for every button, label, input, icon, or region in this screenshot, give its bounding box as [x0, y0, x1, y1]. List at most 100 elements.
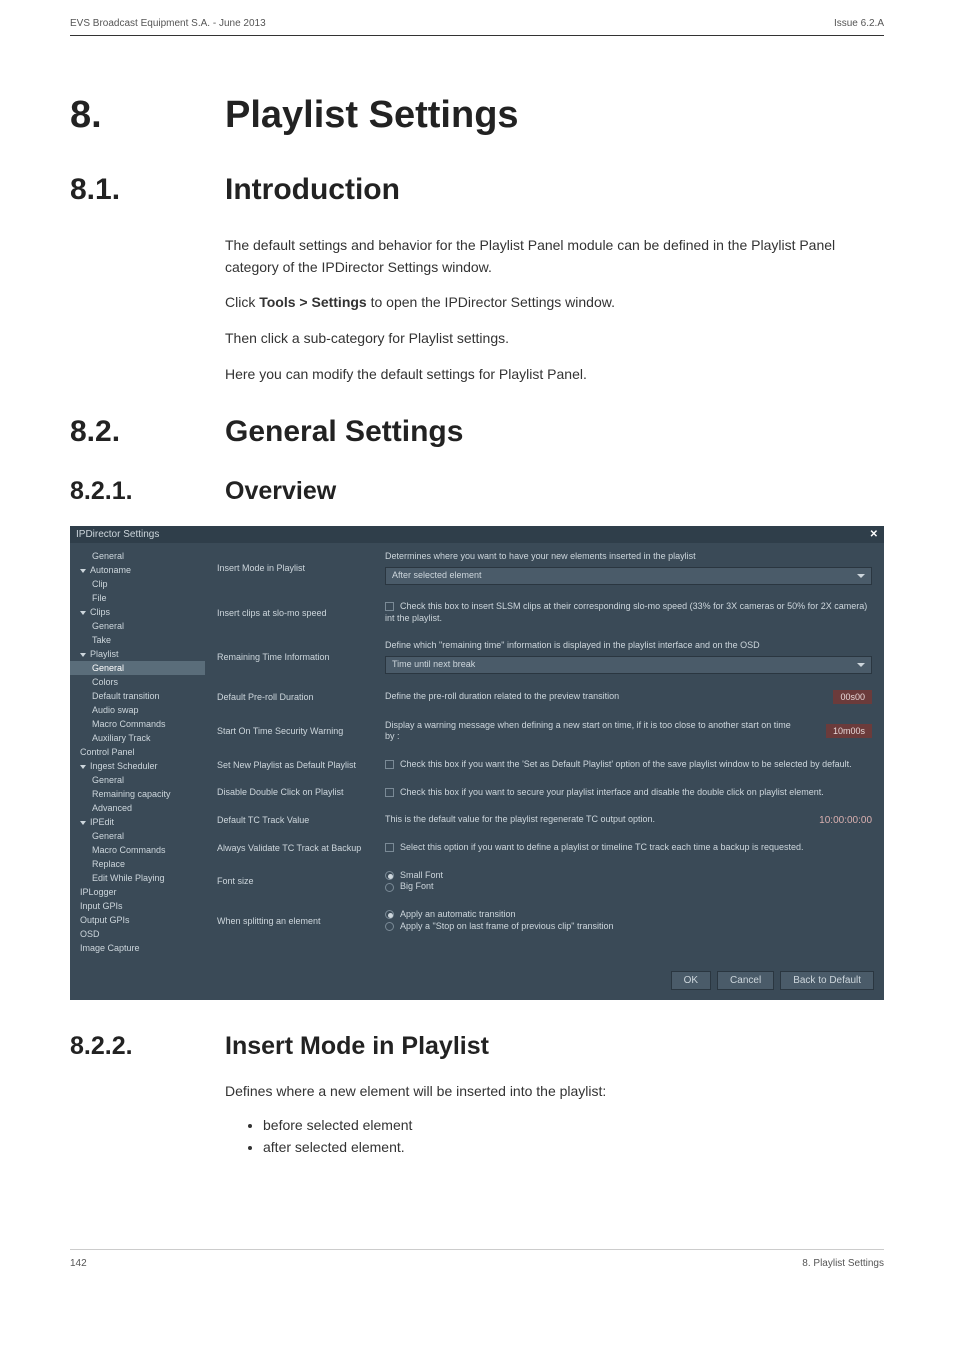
validate-checkbox[interactable] [385, 843, 394, 852]
settings-tree: GeneralAutonameClipFileClipsGeneralTakeP… [70, 543, 205, 961]
row-split: When splitting an element Apply an autom… [217, 909, 872, 932]
insert-mode-label: Insert Mode in Playlist [217, 563, 385, 573]
page-footer: 142 8. Playlist Settings [70, 1249, 884, 1299]
list-item: before selected element [263, 1117, 884, 1133]
tree-item[interactable]: Audio swap [70, 703, 205, 717]
preroll-value[interactable]: 00s00 [833, 690, 872, 704]
header-right: Issue 6.2.A [834, 18, 884, 29]
insertmode-list: before selected element after selected e… [245, 1117, 884, 1155]
validate-label: Always Validate TC Track at Backup [217, 843, 385, 853]
tree-item[interactable]: Ingest Scheduler [70, 759, 205, 773]
tctrack-value[interactable]: 10:00:00:00 [819, 815, 872, 826]
tree-item[interactable]: General [70, 829, 205, 843]
section-intro-number: 8.1. [70, 173, 225, 207]
row-disable: Disable Double Click on Playlist Check t… [217, 787, 872, 799]
split-stop-label: Apply a "Stop on last frame of previous … [400, 921, 614, 931]
intro-para-1: The default settings and behavior for th… [225, 235, 884, 278]
menu-path: Tools > Settings [259, 294, 366, 310]
tree-item[interactable]: Macro Commands [70, 843, 205, 857]
tree-item[interactable]: General [70, 549, 205, 563]
footer-section: 8. Playlist Settings [802, 1258, 884, 1269]
preroll-label: Default Pre-roll Duration [217, 692, 385, 702]
intro-para-4: Here you can modify the default settings… [225, 364, 884, 386]
close-icon[interactable]: ✕ [870, 529, 878, 540]
preroll-desc: Define the pre-roll duration related to … [385, 691, 792, 703]
tree-item[interactable]: Auxiliary Track [70, 731, 205, 745]
font-big-label: Big Font [400, 881, 434, 891]
starton-label: Start On Time Security Warning [217, 726, 385, 736]
disable-desc: Check this box if you want to secure you… [385, 787, 872, 799]
tree-item[interactable]: IPEdit [70, 815, 205, 829]
section-general-title: General Settings [225, 415, 463, 449]
font-small-radio[interactable] [385, 871, 394, 880]
tree-item[interactable]: Clip [70, 577, 205, 591]
tree-item[interactable]: Replace [70, 857, 205, 871]
tree-item[interactable]: General [70, 773, 205, 787]
settings-titlebar: IPDirector Settings ✕ [70, 526, 884, 543]
starton-desc: Display a warning message when defining … [385, 720, 792, 743]
validate-desc: Select this option if you want to define… [385, 842, 872, 854]
settings-form: Insert Mode in Playlist Determines where… [205, 543, 884, 961]
subsection-insertmode-heading: 8.2.2. Insert Mode in Playlist [70, 1032, 884, 1061]
tree-item[interactable]: General [70, 661, 205, 675]
slomo-checkbox[interactable] [385, 602, 394, 611]
split-options: Apply an automatic transition Apply a "S… [385, 909, 872, 932]
tree-item[interactable]: Playlist [70, 647, 205, 661]
font-small-label: Small Font [400, 870, 443, 880]
section-intro-title: Introduction [225, 173, 400, 207]
subsection-overview-title: Overview [225, 477, 336, 506]
tree-item[interactable]: Image Capture [70, 941, 205, 955]
tree-item[interactable]: Remaining capacity [70, 787, 205, 801]
split-auto-radio[interactable] [385, 910, 394, 919]
subsection-insertmode-title: Insert Mode in Playlist [225, 1032, 489, 1061]
cancel-button[interactable]: Cancel [717, 971, 774, 990]
subsection-overview-heading: 8.2.1. Overview [70, 477, 884, 506]
tree-item[interactable]: General [70, 619, 205, 633]
row-slomo: Insert clips at slo-mo speed Check this … [217, 601, 872, 624]
row-tctrack: Default TC Track Value This is the defau… [217, 814, 872, 826]
row-validate: Always Validate TC Track at Backup Selec… [217, 842, 872, 854]
tree-item[interactable]: Control Panel [70, 745, 205, 759]
row-fontsize: Font size Small Font Big Font [217, 870, 872, 893]
row-preroll: Default Pre-roll Duration Define the pre… [217, 690, 872, 704]
remaining-label: Remaining Time Information [217, 652, 385, 662]
tree-item[interactable]: Edit While Playing [70, 871, 205, 885]
chapter-heading: 8. Playlist Settings [70, 94, 884, 137]
tree-item[interactable]: IPLogger [70, 885, 205, 899]
tree-item[interactable]: Colors [70, 675, 205, 689]
font-big-radio[interactable] [385, 883, 394, 892]
tree-item[interactable]: OSD [70, 927, 205, 941]
row-remaining: Remaining Time Information Define which … [217, 640, 872, 673]
chapter-number: 8. [70, 94, 225, 137]
page-header: EVS Broadcast Equipment S.A. - June 2013… [70, 0, 884, 36]
split-label: When splitting an element [217, 916, 385, 926]
tree-item[interactable]: Autoname [70, 563, 205, 577]
slomo-label: Insert clips at slo-mo speed [217, 608, 385, 618]
ok-button[interactable]: OK [671, 971, 711, 990]
back-to-default-button[interactable]: Back to Default [780, 971, 874, 990]
intro-para-2: Click Tools > Settings to open the IPDir… [225, 292, 884, 314]
tree-item[interactable]: Clips [70, 605, 205, 619]
split-stop-radio[interactable] [385, 922, 394, 931]
tree-item[interactable]: Take [70, 633, 205, 647]
page-content: 8. Playlist Settings 8.1. Introduction T… [0, 36, 954, 1209]
tree-item[interactable]: Output GPIs [70, 913, 205, 927]
insertmode-para: Defines where a new element will be inse… [225, 1081, 884, 1103]
remaining-dropdown[interactable]: Time until next break [385, 656, 872, 674]
tctrack-desc: This is the default value for the playli… [385, 814, 792, 826]
fontsize-options: Small Font Big Font [385, 870, 872, 893]
tree-item[interactable]: Default transition [70, 689, 205, 703]
tree-item[interactable]: Macro Commands [70, 717, 205, 731]
tctrack-label: Default TC Track Value [217, 815, 385, 825]
tree-item[interactable]: Input GPIs [70, 899, 205, 913]
settings-window-title: IPDirector Settings [76, 529, 159, 540]
settings-window: IPDirector Settings ✕ GeneralAutonameCli… [70, 526, 884, 1000]
disable-checkbox[interactable] [385, 788, 394, 797]
insert-mode-dropdown[interactable]: After selected element [385, 567, 872, 585]
intro-para-3: Then click a sub-category for Playlist s… [225, 328, 884, 350]
tree-item[interactable]: Advanced [70, 801, 205, 815]
chapter-title: Playlist Settings [225, 94, 519, 137]
setnew-checkbox[interactable] [385, 760, 394, 769]
tree-item[interactable]: File [70, 591, 205, 605]
starton-value[interactable]: 10m00s [826, 724, 872, 738]
